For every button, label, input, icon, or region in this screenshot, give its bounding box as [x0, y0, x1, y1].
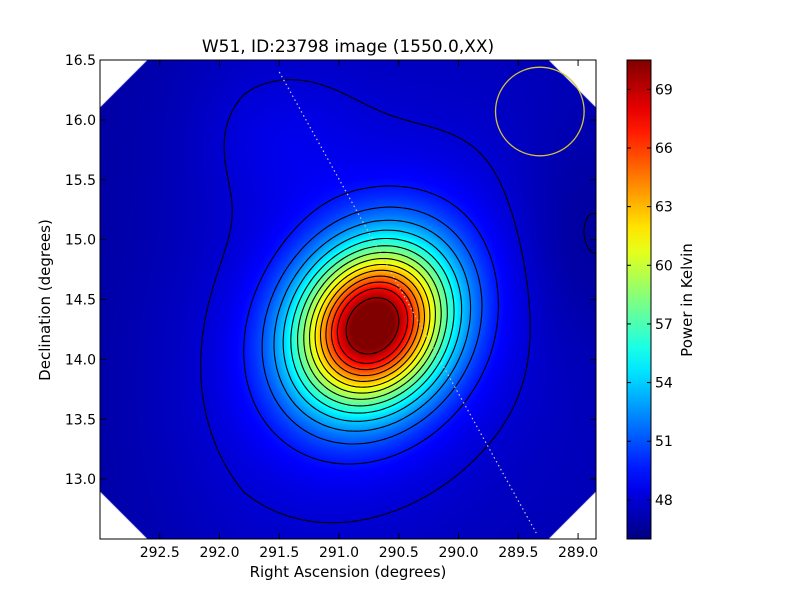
- contour-level-2: [243, 185, 499, 465]
- colorbar: 48 51 54 57 60 63 66 69 Power in Kelvin: [626, 59, 696, 540]
- x-tick-label: 290.5: [379, 545, 419, 561]
- x-tick-label: 289.5: [498, 545, 538, 561]
- y-tick-label: 16.5: [65, 53, 96, 69]
- heatmap-image: [100, 60, 596, 539]
- contour-level-5: [282, 229, 463, 422]
- x-tick-label: 291.5: [259, 545, 299, 561]
- colorbar-frame: [626, 59, 652, 540]
- chart-title: W51, ID:23798 image (1550.0,XX): [202, 37, 494, 57]
- contour-lines: [200, 79, 596, 524]
- colorbar-tick-label: 57: [655, 317, 673, 333]
- colorbar-tick-label: 66: [655, 141, 673, 157]
- x-axis-ticks: 292.5 292.0 291.5 291.0 290.5 290.0 289.5 289.0: [140, 60, 598, 561]
- beam-circle: [494, 66, 585, 157]
- x-tick-label: 290.0: [439, 545, 479, 561]
- colorbar-label: Power in Kelvin: [678, 243, 696, 357]
- y-tick-label: 14.5: [65, 293, 96, 309]
- y-axis-ticks: 13.0 13.5 14.0 14.5 15.0 15.5 16.0 16.5: [65, 53, 596, 488]
- y-axis-label: Declination (degrees): [36, 219, 54, 381]
- colorbar-tick-label: 63: [655, 200, 673, 216]
- contour-level-13: [330, 281, 415, 371]
- x-tick-label: 292.0: [199, 545, 239, 561]
- y-tick-label: 14.0: [65, 352, 96, 368]
- x-tick-label: 291.0: [319, 545, 359, 561]
- colorbar-ticks: 48 51 54 57 60 63 66 69: [627, 82, 673, 509]
- x-tick-label: 289.0: [558, 545, 598, 561]
- y-tick-label: 13.5: [65, 412, 96, 428]
- colorbar-tick-label: 51: [655, 434, 673, 450]
- colorbar-tick-label: 69: [655, 82, 673, 98]
- colorbar-tick-label: 48: [655, 493, 673, 509]
- x-tick-label: 292.5: [140, 545, 180, 561]
- y-tick-label: 15.5: [65, 173, 96, 189]
- plot-area: 292.5 292.0 291.5 291.0 290.5 290.0 289.5 289.0…: [65, 53, 598, 561]
- y-tick-label: 16.0: [65, 113, 96, 129]
- contour-level-12: [325, 275, 420, 377]
- y-tick-label: 15.0: [65, 233, 96, 249]
- contour-level-15: [345, 297, 400, 355]
- contour-level-10: [314, 263, 431, 388]
- contour-level-14: [336, 287, 409, 364]
- contour-level-11: [319, 269, 426, 382]
- y-tick-label: 13.0: [65, 472, 96, 488]
- contour-level-7: [297, 245, 448, 407]
- contour-level-4: [273, 219, 472, 432]
- contour-level-0: [583, 212, 596, 255]
- contour-level-9: [308, 257, 436, 394]
- x-axis-label: Right Ascension (degrees): [250, 563, 447, 581]
- contour-level-6: [290, 237, 455, 414]
- colorbar-tick-label: 54: [655, 376, 673, 392]
- colorbar-tick-label: 60: [655, 258, 673, 274]
- contour-level-3: [261, 206, 483, 445]
- colorbar-gradient: [627, 60, 651, 539]
- contour-level-8: [303, 251, 442, 400]
